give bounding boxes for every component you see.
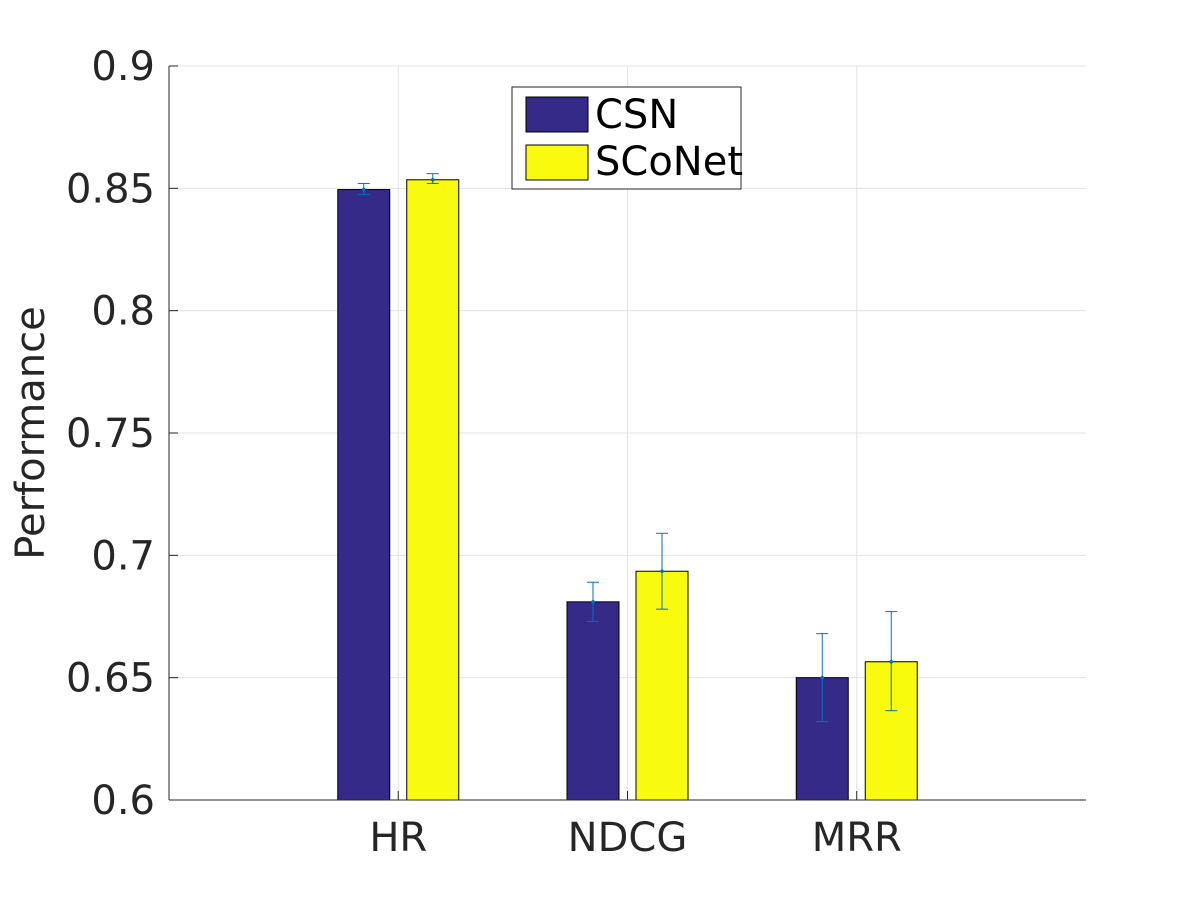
y-tick-label: 0.6 bbox=[91, 778, 155, 824]
y-tick-label: 0.85 bbox=[66, 166, 155, 212]
legend-label-csn: CSN bbox=[595, 92, 678, 138]
errorbar-point bbox=[591, 600, 595, 604]
x-tick-label: MRR bbox=[812, 815, 902, 861]
legend: CSN SCoNet bbox=[511, 86, 743, 190]
y-tick-label: 0.7 bbox=[91, 533, 155, 579]
errorbar-point bbox=[660, 569, 664, 574]
y-tick-label: 0.9 bbox=[91, 44, 155, 90]
errorbar-point bbox=[361, 187, 366, 192]
x-tick-label: NDCG bbox=[568, 815, 688, 861]
x-tick-label: HR bbox=[369, 815, 427, 861]
bar-csn-ndcg bbox=[566, 601, 620, 801]
bar-csn-hr bbox=[337, 189, 391, 801]
error-bars bbox=[357, 173, 898, 723]
errorbar-point bbox=[820, 675, 825, 680]
legend-swatch-sconet bbox=[525, 144, 589, 181]
errorbar-point bbox=[889, 659, 894, 664]
y-tick-label: 0.75 bbox=[66, 411, 155, 457]
tick-labels: 0.6 0.65 0.7 0.75 0.8 0.85 0.9 HR NDCG MRR bbox=[66, 44, 902, 861]
y-axis-label: Performance bbox=[8, 306, 54, 559]
legend-swatch-csn bbox=[525, 96, 589, 133]
errorbar-point bbox=[430, 177, 435, 182]
y-tick-label: 0.65 bbox=[66, 656, 155, 702]
y-tick-label: 0.8 bbox=[91, 289, 155, 335]
bar-sconet-hr bbox=[406, 179, 460, 801]
axes bbox=[168, 65, 1086, 801]
legend-label-sconet: SCoNet bbox=[595, 139, 743, 185]
